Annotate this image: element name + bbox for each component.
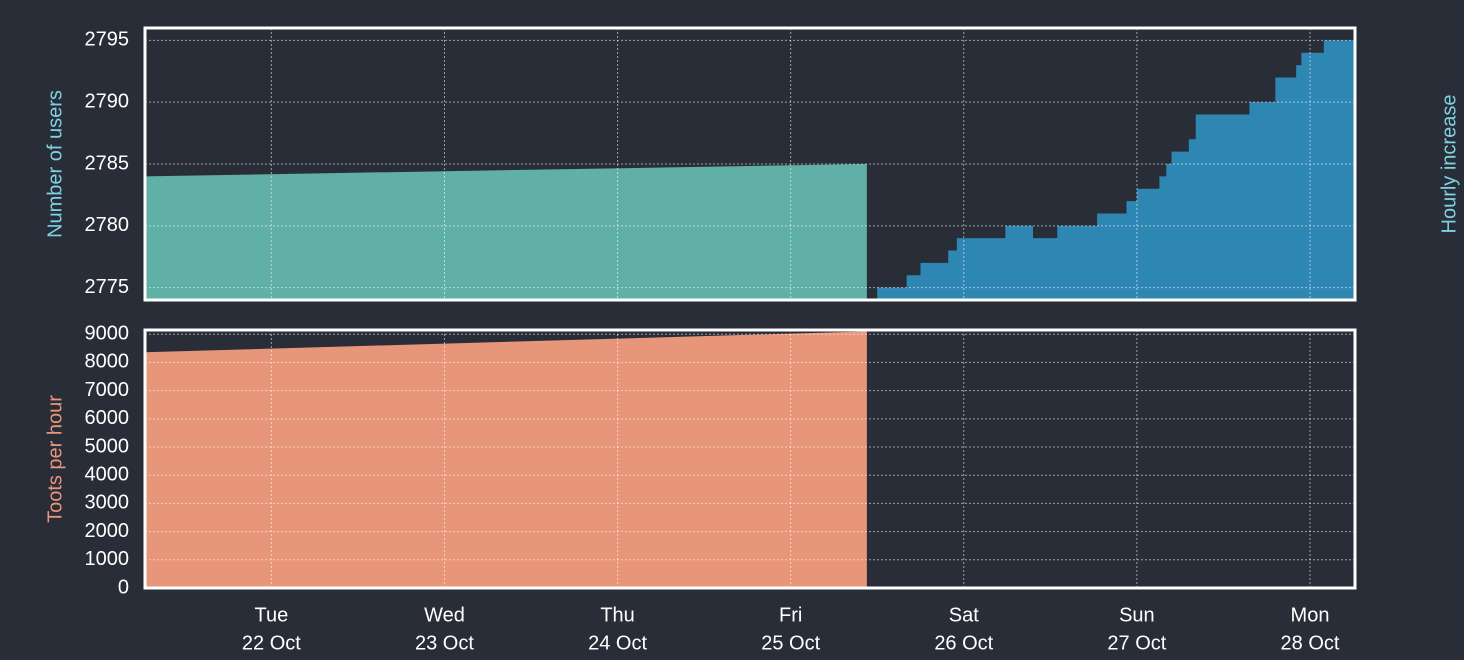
y-tick-label: 0 <box>118 576 129 598</box>
x-tick-label: Wed <box>424 604 465 626</box>
y-tick-label: 4000 <box>85 463 130 485</box>
y-tick-label: 7000 <box>85 379 130 401</box>
y-tick-label: 9000 <box>85 323 130 345</box>
x-tick-label: Mon <box>1291 604 1330 626</box>
y-tick-label: 2795 <box>85 29 130 51</box>
area <box>145 331 867 588</box>
y-tick-label: 2790 <box>85 90 130 112</box>
y-tick-label: 2785 <box>85 152 130 174</box>
y2-axis-title: Hourly increase <box>1438 95 1460 234</box>
plot-frame <box>143 26 1357 302</box>
y-tick-label: 2780 <box>85 214 130 236</box>
x-tick-label: 22 Oct <box>242 632 301 654</box>
plot-frame <box>143 328 1357 590</box>
x-tick-label: Fri <box>779 604 802 626</box>
y-tick-label: 3000 <box>85 492 130 514</box>
x-tick-label: Thu <box>600 604 634 626</box>
x-tick-label: 28 Oct <box>1281 632 1340 654</box>
y-axis-title: Toots per hour <box>44 395 66 523</box>
x-tick-label: 25 Oct <box>761 632 820 654</box>
x-tick-label: 26 Oct <box>934 632 993 654</box>
y-tick-label: 2000 <box>85 520 130 542</box>
x-tick-label: 23 Oct <box>415 632 474 654</box>
y-tick-label: 2775 <box>85 276 130 298</box>
y-tick-label: 1000 <box>85 548 130 570</box>
y-tick-label: 5000 <box>85 435 130 457</box>
y-tick-label: 6000 <box>85 407 130 429</box>
y-tick-label: 8000 <box>85 351 130 373</box>
x-tick-label: Sun <box>1119 604 1155 626</box>
x-tick-label: Sat <box>949 604 979 626</box>
area <box>145 164 867 300</box>
area <box>877 40 1355 300</box>
x-tick-label: Tue <box>254 604 288 626</box>
y-axis-title: Number of users <box>44 90 66 238</box>
x-tick-label: 24 Oct <box>588 632 647 654</box>
x-tick-label: 27 Oct <box>1107 632 1166 654</box>
